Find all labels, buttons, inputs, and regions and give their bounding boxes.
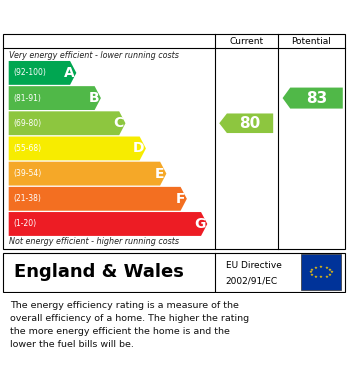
Text: G: G — [194, 217, 206, 231]
Text: Very energy efficient - lower running costs: Very energy efficient - lower running co… — [9, 50, 179, 59]
Text: 83: 83 — [306, 91, 327, 106]
Polygon shape — [283, 88, 343, 109]
Polygon shape — [9, 212, 207, 236]
Polygon shape — [9, 187, 187, 211]
Text: C: C — [113, 116, 124, 130]
Text: The energy efficiency rating is a measure of the
overall efficiency of a home. T: The energy efficiency rating is a measur… — [10, 301, 250, 349]
Text: 80: 80 — [239, 116, 261, 131]
Text: E: E — [155, 167, 165, 181]
Text: ★: ★ — [310, 267, 314, 272]
Text: Potential: Potential — [292, 37, 331, 46]
Polygon shape — [9, 162, 166, 186]
Polygon shape — [9, 111, 126, 135]
Text: (21-38): (21-38) — [13, 194, 41, 203]
Text: (1-20): (1-20) — [13, 219, 36, 228]
Polygon shape — [219, 113, 273, 133]
Text: D: D — [133, 142, 144, 156]
Text: Not energy efficient - higher running costs: Not energy efficient - higher running co… — [9, 237, 179, 246]
Text: ★: ★ — [324, 274, 328, 278]
Bar — [301, 255, 341, 290]
Text: 2002/91/EC: 2002/91/EC — [226, 276, 278, 285]
Text: England & Wales: England & Wales — [14, 263, 184, 281]
Text: ★: ★ — [319, 275, 323, 279]
Text: ★: ★ — [314, 274, 318, 278]
Text: EU Directive: EU Directive — [226, 261, 282, 270]
Polygon shape — [9, 136, 146, 160]
Text: (69-80): (69-80) — [13, 119, 41, 128]
Text: Energy Efficiency Rating: Energy Efficiency Rating — [10, 7, 239, 25]
Text: A: A — [64, 66, 74, 80]
Text: B: B — [88, 91, 99, 105]
Text: Current: Current — [230, 37, 264, 46]
Text: ★: ★ — [314, 266, 318, 270]
Text: (92-100): (92-100) — [13, 68, 46, 77]
Polygon shape — [9, 86, 101, 110]
Text: ★: ★ — [328, 273, 332, 277]
Text: (55-68): (55-68) — [13, 144, 41, 153]
Text: ★: ★ — [310, 273, 314, 277]
Text: (81-91): (81-91) — [13, 93, 41, 102]
Text: ★: ★ — [309, 270, 313, 274]
Text: ★: ★ — [324, 266, 328, 270]
Text: (39-54): (39-54) — [13, 169, 41, 178]
Polygon shape — [9, 61, 76, 85]
Text: F: F — [176, 192, 185, 206]
Text: ★: ★ — [330, 270, 333, 274]
Text: ★: ★ — [319, 265, 323, 269]
Text: ★: ★ — [328, 267, 332, 272]
